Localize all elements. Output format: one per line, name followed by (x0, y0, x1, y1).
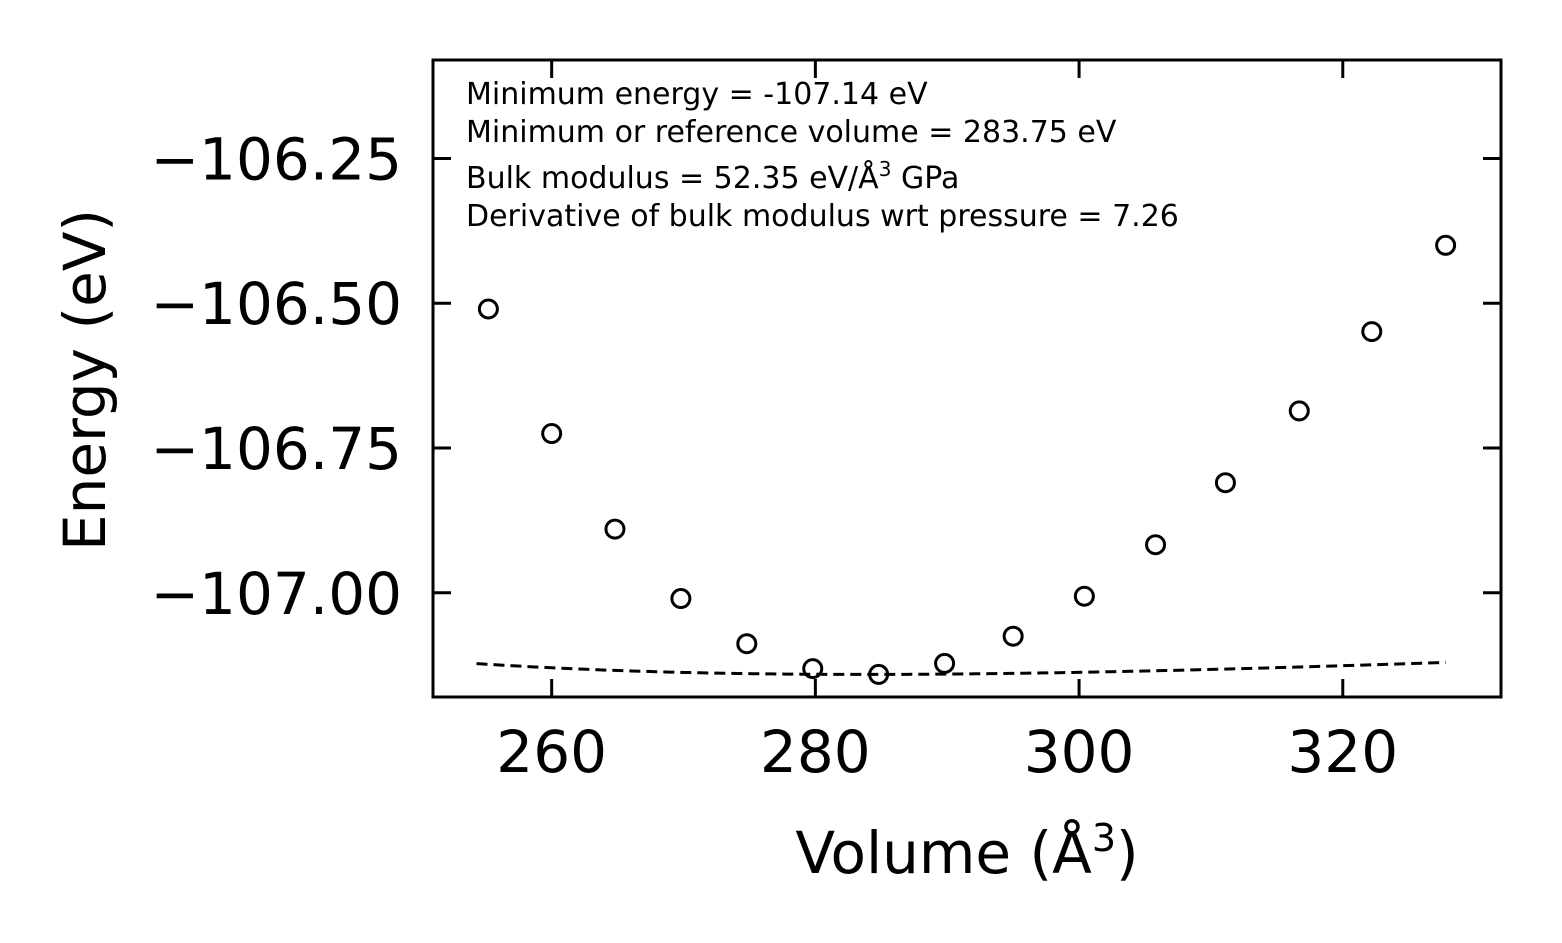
x-tick-label: 300 (1024, 718, 1135, 786)
x-tick-label: 260 (496, 718, 607, 786)
annotation-bulk-derivative: Derivative of bulk modulus wrt pressure … (466, 199, 1179, 234)
data-point (670, 588, 692, 610)
data-point (604, 518, 626, 540)
y-tick-label: −107.00 (150, 560, 402, 628)
annotation-min-energy: Minimum energy = -107.14 eV (466, 77, 928, 112)
data-points-group (477, 234, 1457, 685)
annotation-box: Minimum energy = -107.14 eV Minimum or r… (466, 77, 1179, 234)
y-tick-label: −106.25 (150, 125, 402, 193)
plot-frame (431, 58, 1503, 699)
fit-curve-group (476, 660, 1446, 676)
data-point (802, 658, 824, 680)
data-point (868, 663, 890, 685)
data-point (1361, 321, 1383, 343)
data-point (541, 423, 563, 445)
data-point (1073, 585, 1095, 607)
data-point (934, 652, 956, 674)
data-point (736, 633, 758, 655)
x-axis-label-sup: 3 (1092, 816, 1116, 860)
x-axis-label: Volume (Å3) (795, 816, 1138, 887)
data-point (1145, 534, 1167, 556)
y-tick-label: −106.50 (150, 270, 402, 338)
data-point (1002, 625, 1024, 647)
y-tick-label: −106.75 (150, 415, 402, 483)
tick-labels: 260 280 300 320 −106.25 −106.50 −106.75 −107.00 (150, 125, 1398, 786)
data-point (1288, 400, 1310, 422)
data-point (1214, 472, 1236, 494)
y-axis-label: Energy (eV) (51, 209, 119, 551)
x-tick-label: 280 (760, 718, 871, 786)
fit-curve-line (476, 660, 1446, 676)
data-point (1435, 234, 1457, 256)
axis-ticks (433, 60, 1501, 697)
data-point (477, 298, 499, 320)
annotation-bulk-modulus: Bulk modulus = 52.35 eV/Å3 GPa (466, 157, 959, 196)
annotation-min-volume: Minimum or reference volume = 283.75 eV (466, 115, 1117, 150)
x-tick-label: 320 (1287, 718, 1398, 786)
